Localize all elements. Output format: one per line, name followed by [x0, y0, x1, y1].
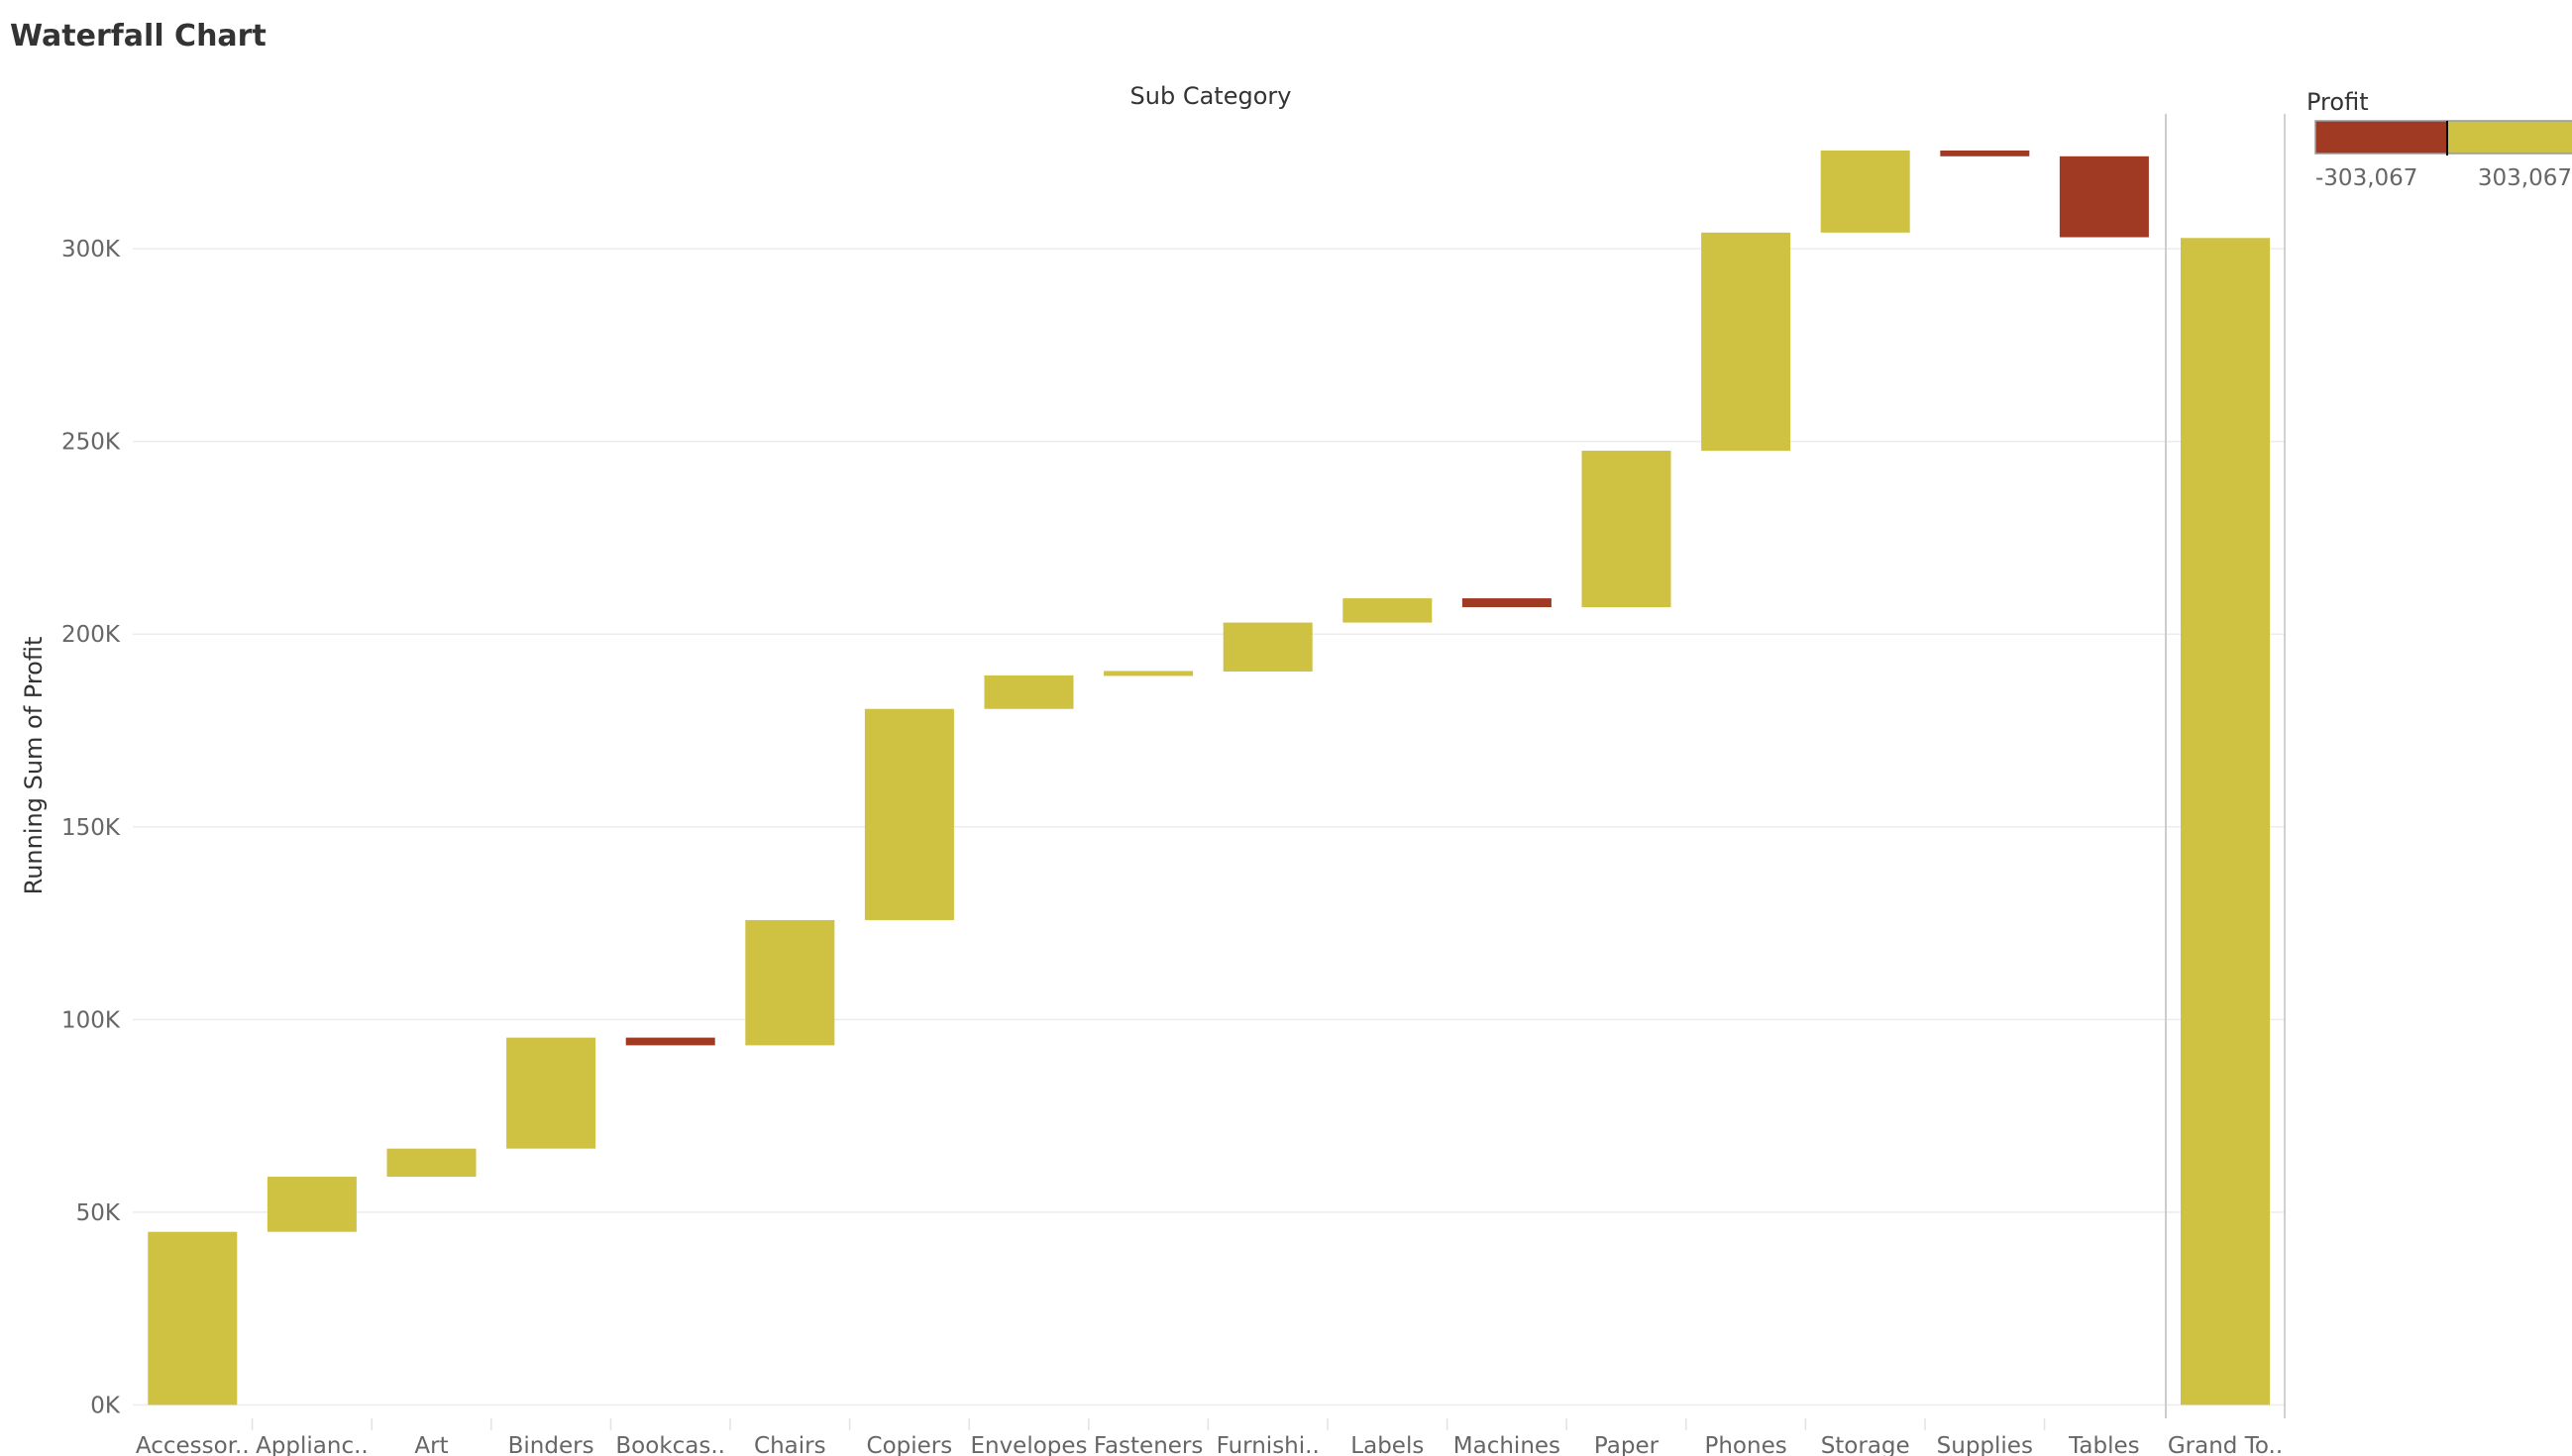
y-axis-ticks: 0K 50K 100K 150K 200K 250K 300K — [61, 237, 121, 1418]
legend-title: Profit — [2306, 88, 2369, 116]
chart-title: Waterfall Chart — [10, 19, 267, 53]
x-tick-label: Tables — [2068, 1433, 2139, 1456]
x-tick-label: Binders — [508, 1433, 594, 1456]
legend-positive-swatch — [2447, 121, 2572, 154]
legend-negative-swatch — [2315, 121, 2447, 154]
y-tick-label: 150K — [61, 815, 121, 841]
bar-0 — [148, 1231, 238, 1405]
bars — [148, 150, 2270, 1405]
x-tick-label: Phones — [1704, 1433, 1786, 1456]
bar-grand-total — [2181, 238, 2270, 1405]
x-tick-label: Copiers — [867, 1433, 953, 1456]
legend-max-label: 303,067 — [2478, 165, 2572, 191]
y-tick-label: 0K — [90, 1393, 121, 1418]
bar-15 — [1940, 150, 2030, 156]
x-tick-label-total: Grand To.. — [2168, 1433, 2283, 1456]
y-tick-label: 100K — [61, 1007, 121, 1033]
x-tick-label: Machines — [1453, 1433, 1560, 1456]
x-tick-label: Furnishi.. — [1217, 1433, 1320, 1456]
x-axis-ticks: Accessor.. Applianc.. Art Binders Bookcas.. C… — [136, 1418, 2283, 1456]
x-tick-label: Supplies — [1937, 1433, 2033, 1456]
legend-min-label: -303,067 — [2315, 165, 2417, 191]
bar-12 — [1581, 451, 1671, 608]
y-tick-label: 250K — [61, 430, 121, 456]
bar-5 — [745, 919, 835, 1046]
x-tick-label: Envelopes — [970, 1433, 1087, 1456]
column-header: Sub Category — [1130, 82, 1292, 110]
bar-4 — [625, 1037, 715, 1046]
x-tick-label: Labels — [1350, 1433, 1424, 1456]
bar-2 — [386, 1148, 477, 1178]
bar-11 — [1461, 598, 1552, 608]
y-tick-label: 300K — [61, 237, 121, 262]
legend: Profit -303,067 303,067 — [2306, 88, 2572, 191]
x-tick-label: Chairs — [754, 1433, 826, 1456]
x-tick-label: Storage — [1821, 1433, 1910, 1456]
x-tick-label: Fasteners — [1094, 1433, 1204, 1456]
x-tick-label: Applianc.. — [256, 1433, 369, 1456]
bar-8 — [1104, 671, 1194, 676]
bar-9 — [1223, 622, 1313, 672]
x-tick-label: Accessor.. — [136, 1433, 250, 1456]
bar-14 — [1820, 150, 1910, 233]
bar-13 — [1701, 232, 1791, 452]
bar-1 — [267, 1177, 357, 1232]
bar-10 — [1342, 598, 1433, 623]
gridlines — [133, 248, 2285, 1406]
bar-6 — [864, 708, 954, 920]
bar-3 — [506, 1037, 596, 1149]
x-tick-label: Bookcas.. — [615, 1433, 725, 1456]
bar-16 — [2059, 156, 2149, 238]
y-tick-label: 200K — [61, 622, 121, 648]
y-tick-label: 50K — [76, 1200, 121, 1226]
x-tick-label: Paper — [1594, 1433, 1660, 1456]
bar-7 — [984, 675, 1074, 709]
x-tick-label: Art — [414, 1433, 448, 1456]
y-axis-title: Running Sum of Profit — [20, 637, 48, 895]
